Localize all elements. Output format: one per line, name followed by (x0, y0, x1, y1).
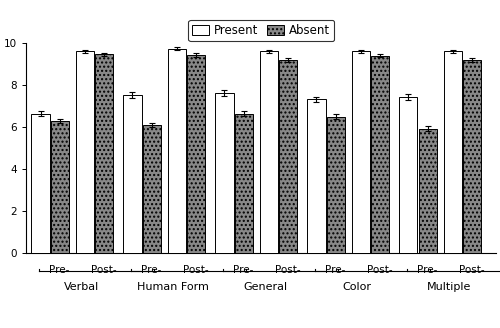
Bar (168, 49, 186, 254)
Text: Multiple: Multiple (427, 282, 472, 292)
Text: Post-: Post- (366, 265, 392, 275)
Text: Post-: Post- (274, 265, 300, 275)
Text: Pre-: Pre- (417, 265, 438, 275)
Bar (400, 97, 417, 254)
Text: Pre-: Pre- (141, 265, 162, 275)
Bar (279, 60, 297, 254)
Bar (371, 56, 389, 254)
Text: Pre-: Pre- (49, 265, 70, 275)
Text: Verbal: Verbal (64, 282, 99, 292)
Bar (308, 99, 326, 254)
Bar (124, 95, 142, 254)
Bar (260, 51, 278, 254)
Bar (418, 129, 437, 254)
Bar (444, 51, 462, 254)
Bar (76, 51, 94, 254)
Bar (234, 114, 253, 254)
Legend: Present, Absent: Present, Absent (188, 20, 334, 41)
Text: Post-: Post- (90, 265, 117, 275)
Bar (142, 125, 161, 254)
Bar (32, 114, 50, 254)
Bar (463, 60, 481, 254)
Text: Pre-: Pre- (233, 265, 254, 275)
Bar (352, 51, 370, 254)
Text: Color: Color (343, 282, 372, 292)
Bar (50, 121, 69, 254)
Text: Post-: Post- (458, 265, 484, 275)
Text: General: General (244, 282, 288, 292)
Bar (216, 93, 234, 254)
Text: Post-: Post- (182, 265, 208, 275)
Bar (95, 54, 113, 254)
Text: Pre-: Pre- (325, 265, 345, 275)
Bar (326, 116, 345, 254)
Text: Human Form: Human Form (138, 282, 210, 292)
Bar (187, 55, 205, 254)
